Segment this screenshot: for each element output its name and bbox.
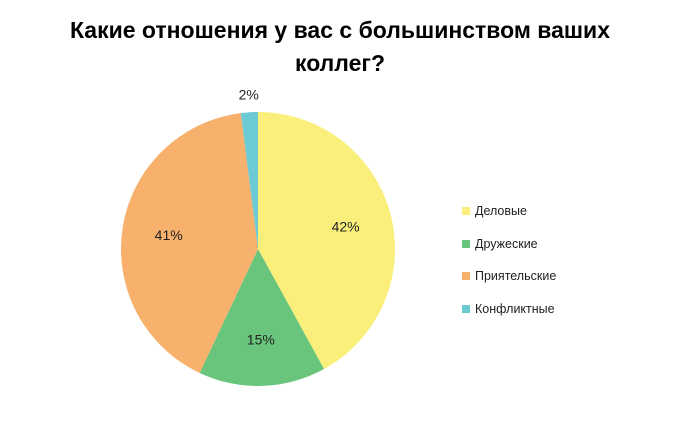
pie-slice-4 — [240, 112, 258, 249]
legend: Деловые Дружеские Приятельские Конфликтн… — [462, 202, 556, 332]
legend-item-delovye: Деловые — [462, 202, 556, 220]
legend-swatch — [462, 304, 470, 313]
legend-label: Деловые — [475, 204, 527, 218]
legend-label: Приятельские — [475, 269, 557, 283]
pie-slice-3 — [121, 113, 258, 373]
legend-label: Конфликтные — [475, 301, 555, 316]
legend-item-priyatelskie: Приятельские — [462, 267, 556, 285]
legend-label: Дружеские — [475, 236, 538, 251]
data-label-3: 41% — [155, 227, 183, 243]
data-label-4: 2% — [239, 86, 259, 102]
legend-swatch — [462, 207, 470, 215]
pie-slice-2 — [199, 249, 324, 386]
legend-swatch — [462, 239, 470, 248]
legend-swatch — [462, 272, 470, 280]
chart-title: Какие отношения у вас с большинством ваш… — [69, 17, 610, 76]
data-label-2: 15% — [247, 331, 275, 347]
legend-item-konfliktnye: Конфликтные — [462, 300, 556, 318]
pie-slice-1 — [258, 112, 395, 370]
data-label-1: 42% — [332, 219, 360, 235]
legend-item-druzheskie: Дружеские — [462, 235, 556, 253]
